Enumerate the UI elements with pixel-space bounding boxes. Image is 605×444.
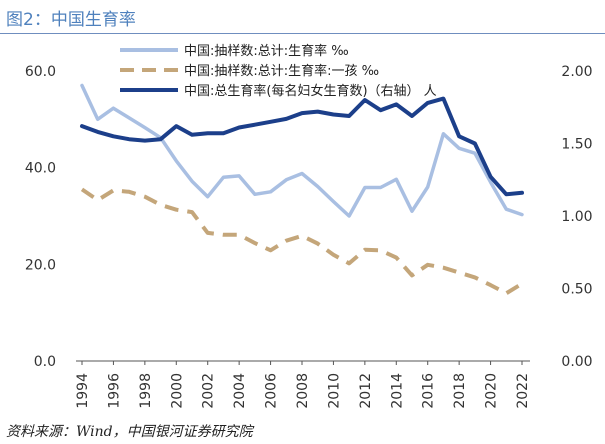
legend-label-first-child-fertility-rate: 中国:抽样数:总计:生育率:一孩 ‰ bbox=[184, 63, 379, 79]
x-tick-label: 2006 bbox=[264, 373, 280, 409]
x-tick-label: 2018 bbox=[452, 373, 468, 409]
title-bar: 图2：中国生育率 bbox=[0, 0, 605, 34]
x-tick-label: 1994 bbox=[75, 373, 91, 409]
x-tick-label: 2014 bbox=[389, 373, 405, 409]
right-y-tick-label: 2.00 bbox=[561, 64, 592, 80]
x-tick-label: 2020 bbox=[484, 373, 500, 409]
left-y-tick-label: 40.0 bbox=[25, 161, 56, 177]
x-tick-label: 1996 bbox=[106, 373, 122, 409]
left-y-tick-label: 0.0 bbox=[34, 354, 56, 370]
chart: 中国:抽样数:总计:生育率 ‰ 中国:抽样数:总计:生育率:一孩 ‰ 中国:总生… bbox=[25, 43, 593, 409]
first-child-fertility-rate-line bbox=[80, 187, 524, 296]
source-note: 资料来源：Wind，中国银河证券研究院 bbox=[6, 424, 253, 440]
x-tick-label: 2016 bbox=[421, 373, 437, 409]
x-tick-label: 2002 bbox=[201, 373, 217, 409]
left-y-tick-label: 20.0 bbox=[25, 257, 56, 273]
sampled-fertility-rate-line bbox=[80, 83, 524, 218]
right-y-tick-label: 0.00 bbox=[561, 354, 592, 370]
x-tick-label: 2012 bbox=[358, 373, 374, 409]
right-y-tick-label: 1.50 bbox=[561, 137, 592, 153]
legend: 中国:抽样数:总计:生育率 ‰ 中国:抽样数:总计:生育率:一孩 ‰ 中国:总生… bbox=[120, 43, 437, 99]
x-tick-label: 2000 bbox=[169, 373, 185, 409]
right-y-tick-label: 1.00 bbox=[561, 209, 592, 225]
left-y-tick-label: 60.0 bbox=[25, 64, 56, 80]
x-tick-label: 2022 bbox=[515, 373, 531, 409]
x-tick-label: 2004 bbox=[232, 373, 248, 409]
legend-label-sampled-fertility-rate: 中国:抽样数:总计:生育率 ‰ bbox=[184, 43, 349, 59]
axes: 0.0 20.0 40.0 60.0 0.00 0.50 1.00 1.50 2.00 1994 1… bbox=[25, 64, 593, 409]
x-tick-label: 2008 bbox=[295, 373, 311, 409]
total-fertility-rate-line bbox=[80, 96, 524, 197]
plot-area bbox=[80, 83, 524, 296]
x-tick-label: 1998 bbox=[138, 373, 154, 409]
title-divider bbox=[0, 33, 605, 34]
right-y-tick-label: 0.50 bbox=[561, 282, 592, 298]
x-tick-label: 2010 bbox=[326, 373, 342, 409]
legend-label-total-fertility-rate: 中国:总生育率(每名妇女生育数)（右轴） 人 bbox=[184, 83, 437, 99]
page-title: 图2：中国生育率 bbox=[6, 10, 136, 30]
